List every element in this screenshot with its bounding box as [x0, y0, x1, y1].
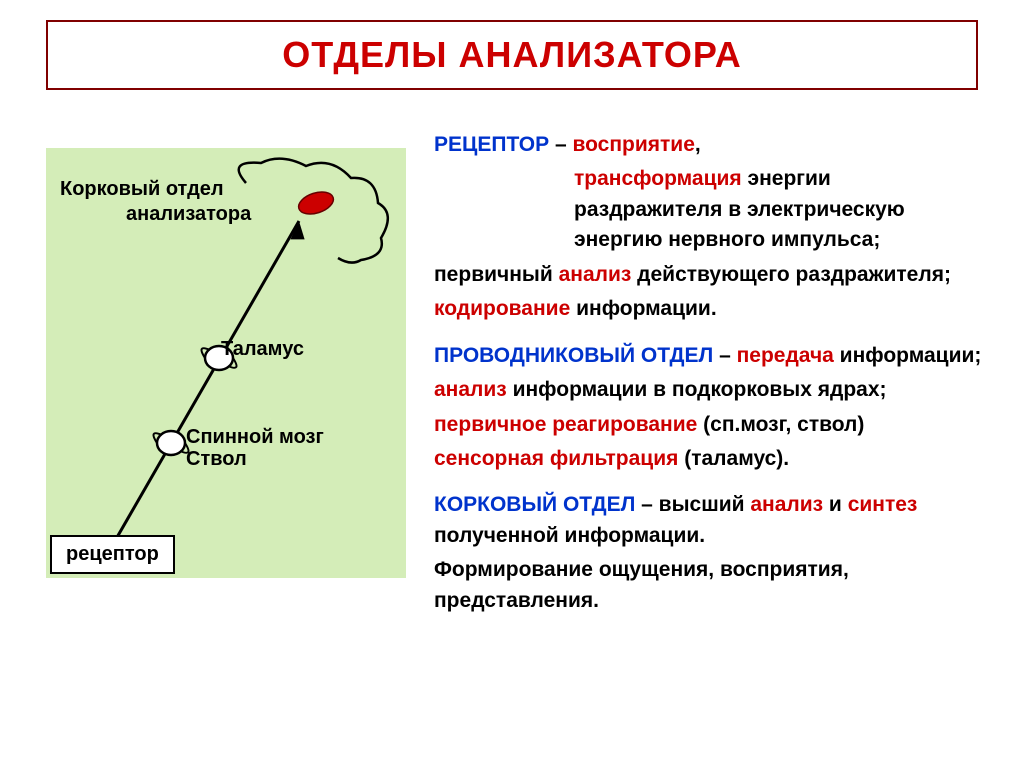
receptor-def-line2: первичный анализ действующего раздражите…	[434, 260, 984, 290]
conductor-def-line2: анализ информации в подкорковых ядрах;	[434, 375, 984, 405]
page-title: ОТДЕЛЫ АНАЛИЗАТОРА	[68, 34, 956, 76]
cortex-definition: КОРКОВЫЙ ОТДЕЛ – высший анализ и синтез …	[434, 490, 984, 551]
thalamus-label: Таламус	[221, 338, 304, 361]
cortex-def-line2: Формирование ощущения, восприятия, предс…	[434, 555, 984, 616]
cortex-spot-icon	[296, 188, 336, 218]
receptor-definition: РЕЦЕПТОР – восприятие,	[434, 130, 984, 160]
spinal-label-line1: Спинной мозг	[186, 426, 324, 449]
diagram-area: Корковый отдел анализатора Таламус Спинн…	[46, 148, 406, 578]
receptor-def-line3: кодирование информации.	[434, 294, 984, 324]
receptor-header: РЕЦЕПТОР	[434, 133, 549, 156]
pathway-arrow-line	[112, 221, 299, 546]
cortex-header: КОРКОВЫЙ ОТДЕЛ	[434, 493, 635, 516]
receptor-box: рецептор	[50, 535, 175, 574]
title-box: ОТДЕЛЫ АНАЛИЗАТОРА	[46, 20, 978, 90]
receptor-def-line1b: трансформация энергии раздражителя в эле…	[434, 164, 984, 255]
conductor-header: ПРОВОДНИКОВЫЙ ОТДЕЛ	[434, 344, 713, 367]
conductor-definition: ПРОВОДНИКОВЫЙ ОТДЕЛ – передача информаци…	[434, 341, 984, 371]
cortex-label-line1: Корковый отдел	[60, 178, 224, 201]
spinal-label-line2: Ствол	[186, 448, 247, 471]
conductor-def-line3: первичное реагирование (сп.мозг, ствол)	[434, 410, 984, 440]
definitions-text: РЕЦЕПТОР – восприятие, трансформация эне…	[434, 130, 984, 620]
conductor-def-line4: сенсорная фильтрация (таламус).	[434, 444, 984, 474]
cortex-label-line2: анализатора	[126, 203, 251, 226]
